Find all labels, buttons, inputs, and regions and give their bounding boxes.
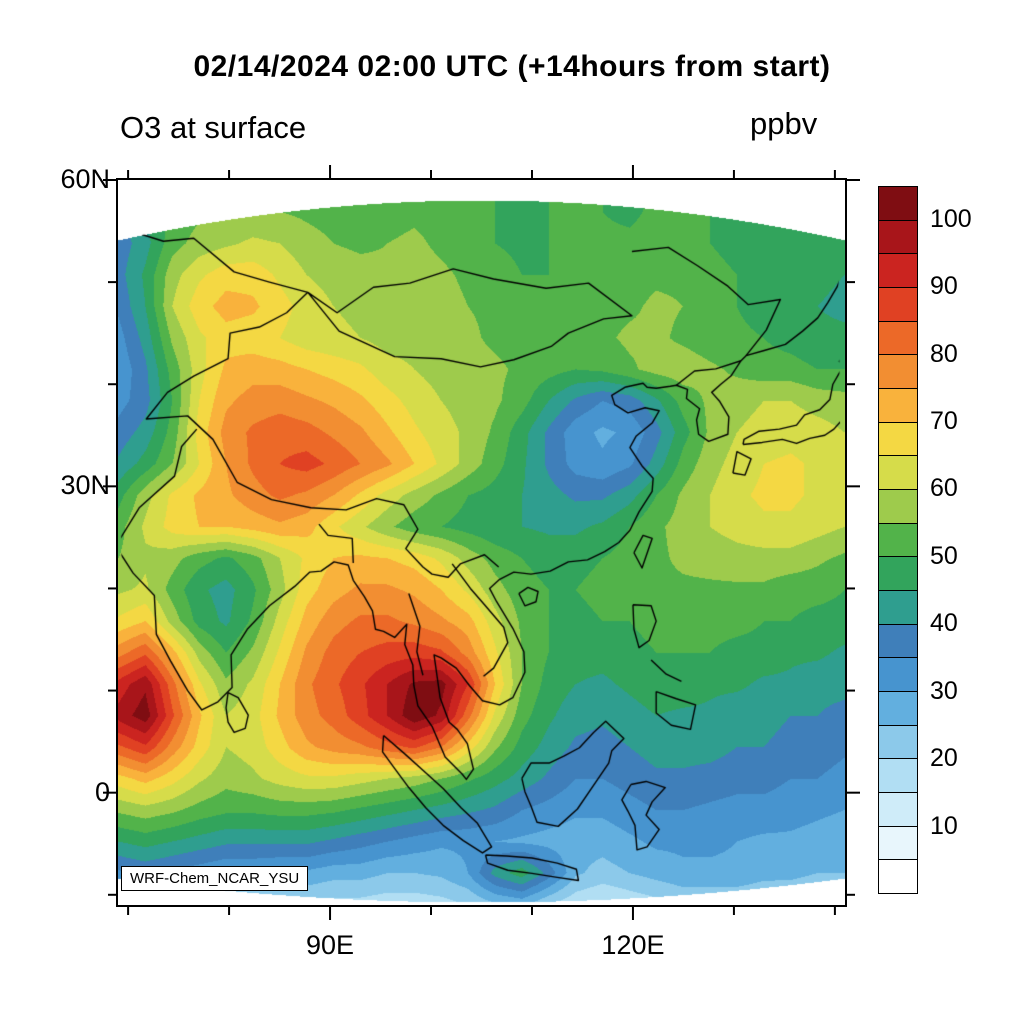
colorbar-cell [879, 187, 917, 221]
colorbar-cell [879, 793, 917, 827]
colorbar-cell [879, 389, 917, 423]
map-canvas [118, 180, 845, 905]
colorbar-label: 100 [930, 204, 972, 233]
colorbar-label: 60 [930, 474, 958, 503]
timestamp-title: 02/14/2024 02:00 UTC (+14hours from star… [193, 50, 831, 83]
map-frame [116, 178, 847, 907]
colorbar-cell [879, 321, 917, 356]
colorbar-cell [879, 725, 917, 760]
units-label: ppbv [750, 106, 818, 141]
y-axis-label: 0 [94, 776, 110, 807]
colorbar-cell [879, 624, 917, 659]
colorbar-cell [879, 355, 917, 390]
colorbar-cell [879, 759, 917, 794]
colorbar-label: 20 [930, 744, 958, 773]
colorbar-cell [879, 490, 917, 524]
colorbar-cell [879, 591, 917, 625]
colorbar-cell [879, 422, 917, 457]
colorbar-label: 10 [930, 811, 958, 840]
colorbar-cell [879, 826, 917, 861]
colorbar-cell [879, 288, 917, 322]
colorbar-label: 70 [930, 407, 958, 435]
y-axis-label: 60N [60, 164, 110, 194]
y-axis-label: 30N [60, 470, 110, 501]
colorbar-label: 50 [930, 541, 958, 570]
colorbar-cell [879, 254, 917, 289]
colorbar-label: 30 [930, 676, 958, 705]
colorbar-cell [879, 456, 917, 491]
colorbar-cell [879, 220, 917, 255]
colorbar-cell [879, 557, 917, 592]
colorbar-cell [879, 523, 917, 558]
colorbar-cell [879, 692, 917, 726]
x-axis-label: 120E [601, 930, 665, 960]
colorbar-label: 90 [930, 272, 958, 301]
colorbar-cell [879, 658, 917, 693]
colorbar [878, 186, 918, 894]
colorbar-label: 40 [930, 609, 958, 638]
x-axis-label: 90E [306, 930, 355, 960]
colorbar-cell [879, 860, 917, 894]
model-watermark: WRF-Chem_NCAR_YSU [121, 866, 309, 891]
field-title: O3 at surface [120, 110, 307, 145]
colorbar-label: 80 [930, 339, 958, 368]
